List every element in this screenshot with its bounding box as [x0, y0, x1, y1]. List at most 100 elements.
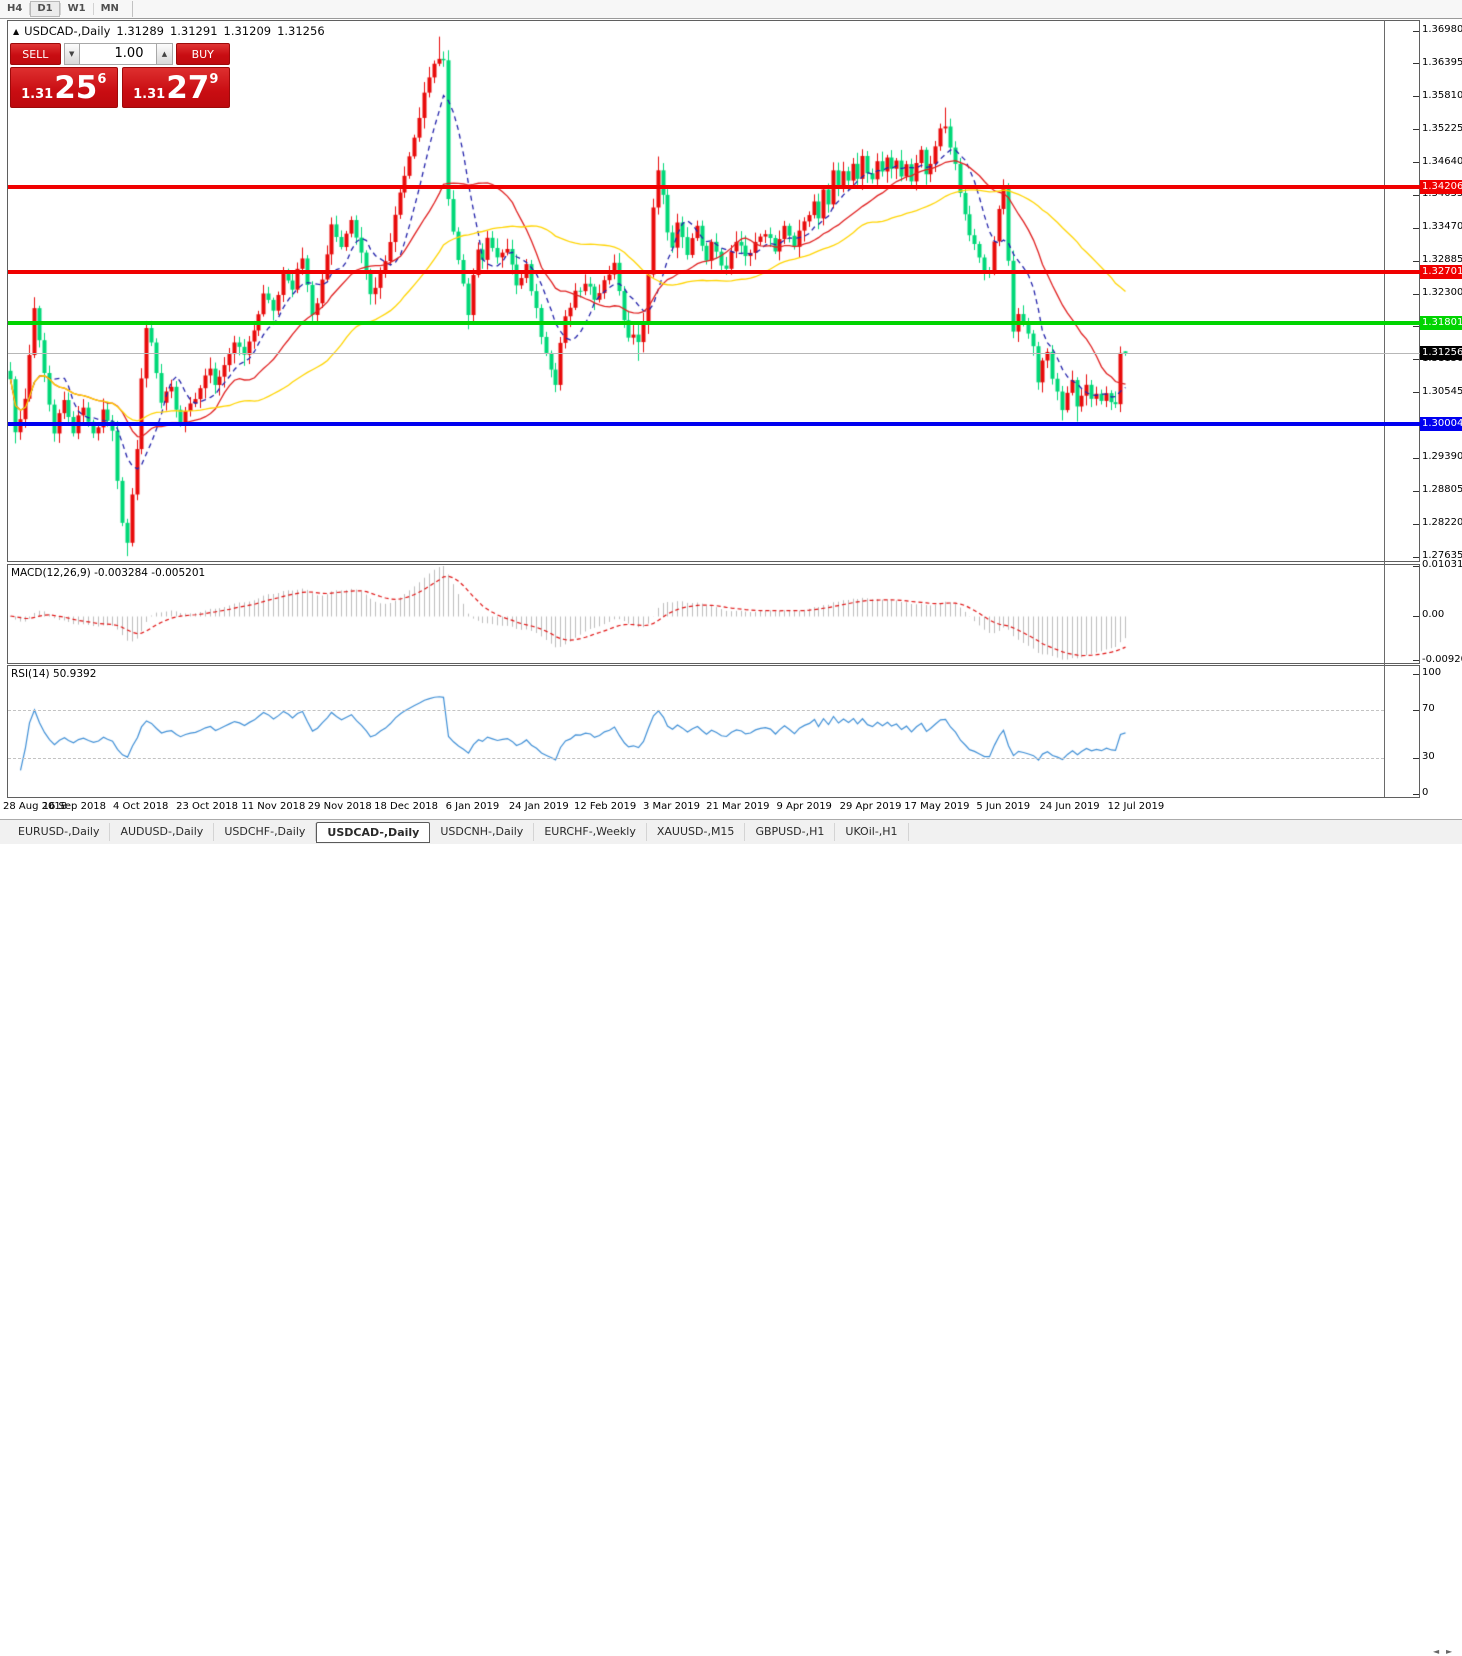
ohlc-open: 1.31289 — [116, 24, 164, 38]
date-label: 29 Apr 2019 — [839, 801, 902, 812]
macd-scale-label: 0.010311 — [1422, 559, 1462, 570]
hline-resistance-lower[interactable] — [8, 269, 1420, 274]
tab-usdcad-daily[interactable]: USDCAD-,Daily — [316, 822, 431, 843]
date-label: 18 Dec 2018 — [374, 801, 439, 812]
sell-price-prefix: 1.31 — [21, 87, 54, 102]
price-tick-mark — [1413, 392, 1419, 394]
tab-xauusd-m15[interactable]: XAUUSD-,M15 — [647, 823, 746, 841]
price-tick-mark — [1413, 523, 1419, 525]
sell-button[interactable]: SELL — [10, 43, 61, 65]
tab-audusd-daily[interactable]: AUDUSD-,Daily — [110, 823, 215, 841]
price-tick-mark — [1413, 63, 1419, 65]
tab-scroll-right-icon[interactable]: ► — [1446, 1647, 1453, 1656]
price-tick-label: 1.30545 — [1422, 385, 1462, 397]
tab-scroll-left-icon[interactable]: ◄ — [1433, 1647, 1440, 1656]
volume-increase-icon[interactable]: ▲ — [157, 43, 173, 65]
buy-price-sup: 9 — [209, 72, 219, 87]
chart-header: ▲ USDCAD-,Daily 1.31289 1.31291 1.31209 1.312… — [13, 24, 325, 38]
price-tick-mark — [1413, 260, 1419, 262]
price-tick-label: 1.34640 — [1422, 155, 1462, 167]
price-tick-mark — [1413, 194, 1419, 196]
price-tick-mark — [1413, 326, 1419, 328]
date-label: 24 Jan 2019 — [508, 801, 569, 812]
date-label: 12 Jul 2019 — [1107, 801, 1165, 812]
rsi-tick-mark — [1413, 709, 1419, 711]
rsi-scale-label: 70 — [1422, 703, 1435, 714]
price-tick-label: 1.33470 — [1422, 221, 1462, 233]
price-scale-frame — [1384, 20, 1385, 797]
price-tick-label: 1.35810 — [1422, 89, 1462, 101]
date-label: 28 Aug 2018 — [3, 801, 68, 812]
buy-price-display[interactable]: 1.31 27 9 — [121, 67, 230, 108]
tab-gbpusd-h1[interactable]: GBPUSD-,H1 — [745, 823, 836, 841]
price-tick-mark — [1413, 30, 1419, 32]
date-label: 17 May 2019 — [904, 801, 970, 812]
price-tick-label: 1.32885 — [1422, 254, 1462, 266]
timeframe-toolbar: H4 D1 W1 MN — [0, 0, 1462, 19]
rsi-label: RSI(14) 50.9392 — [11, 668, 97, 680]
hline-support-blue[interactable] — [8, 421, 1420, 426]
price-tick-mark — [1413, 359, 1419, 361]
ohlc-high: 1.31291 — [169, 24, 218, 38]
toolbar-separator — [92, 3, 94, 15]
tab-eurusd-daily[interactable]: EURUSD-,Daily — [8, 823, 111, 841]
price-tick-mark — [1413, 490, 1419, 492]
macd-tick-mark — [1413, 615, 1419, 617]
price-tick-label: 1.36395 — [1422, 56, 1462, 68]
volume-decrease-icon[interactable]: ▼ — [63, 43, 79, 65]
price-tick-mark — [1413, 293, 1419, 295]
date-label: 9 Apr 2019 — [776, 801, 832, 812]
macd-chart-canvas[interactable] — [8, 565, 1382, 661]
date-label: 12 Feb 2019 — [574, 801, 637, 812]
tab-eurchf-weekly[interactable]: EURCHF-,Weekly — [534, 823, 647, 841]
rsi-scale-label: 30 — [1422, 751, 1435, 762]
date-label: 21 Mar 2019 — [706, 801, 770, 812]
tab-usdcnh-daily[interactable]: USDCNH-,Daily — [430, 823, 535, 841]
price-tag-resistance-upper: 1.34206 — [1420, 180, 1462, 195]
price-tag-support-green: 1.31801 — [1420, 315, 1462, 330]
macd-scale-label: -0.009203 — [1422, 653, 1462, 665]
hline-support-green[interactable] — [8, 320, 1420, 325]
rsi-tick-mark — [1413, 793, 1419, 795]
collapse-arrow-icon[interactable]: ▲ — [13, 27, 20, 36]
tab-usdchf-daily[interactable]: USDCHF-,Daily — [214, 823, 317, 841]
rsi-level-line-30 — [8, 758, 1384, 759]
buy-button[interactable]: BUY — [175, 43, 230, 65]
date-label: 3 Mar 2019 — [642, 801, 701, 812]
price-tick-mark — [1413, 129, 1419, 131]
date-label: 5 Jun 2019 — [976, 801, 1031, 812]
rsi-scale-label: 0 — [1422, 787, 1429, 798]
macd-label: MACD(12,26,9) -0.003284 -0.005201 — [11, 567, 206, 579]
hline-current-price[interactable] — [8, 352, 1420, 354]
price-tick-mark — [1413, 556, 1419, 558]
price-tick-label: 1.36980 — [1422, 24, 1462, 35]
price-tick-mark — [1413, 227, 1419, 229]
timeframe-button-w1[interactable]: W1 — [67, 3, 86, 14]
toolbar-group-separator — [131, 1, 133, 17]
date-label: 4 Oct 2018 — [112, 801, 169, 812]
rsi-chart-canvas[interactable] — [8, 666, 1382, 795]
macd-tick-mark — [1413, 660, 1419, 662]
date-label: 16 Sep 2018 — [42, 801, 107, 812]
timeframe-button-h4[interactable]: H4 — [7, 3, 23, 14]
ohlc-close: 1.31256 — [277, 24, 325, 38]
one-click-trading-panel: SELL ▼ 1.00 ▲ BUY 1.31 25 6 1.31 27 9 — [10, 43, 230, 108]
price-chart-canvas[interactable] — [8, 21, 1382, 561]
volume-input[interactable]: 1.00 — [78, 43, 158, 65]
buy-price-big: 27 — [166, 70, 210, 106]
price-tick-mark — [1413, 162, 1419, 163]
price-tick-label: 1.35225 — [1422, 122, 1462, 134]
ohlc-low: 1.31209 — [223, 24, 272, 38]
date-label: 23 Oct 2018 — [176, 801, 238, 812]
sell-price-display[interactable]: 1.31 25 6 — [10, 67, 118, 108]
timeframe-button-d1[interactable]: D1 — [30, 1, 60, 17]
tab-ukoil-h1[interactable]: UKOil-,H1 — [835, 823, 909, 841]
timeframe-button-mn[interactable]: MN — [100, 3, 119, 14]
hline-resistance-upper[interactable] — [8, 185, 1420, 190]
chart-tab-bar: EURUSD-,Daily AUDUSD-,Daily USDCHF-,Daily U… — [0, 819, 1462, 1656]
date-label: 6 Jan 2019 — [445, 801, 500, 812]
date-label: 29 Nov 2018 — [307, 801, 372, 812]
toolbar-separator — [59, 3, 61, 15]
price-tag-current-price: 1.31256 — [1420, 346, 1462, 361]
